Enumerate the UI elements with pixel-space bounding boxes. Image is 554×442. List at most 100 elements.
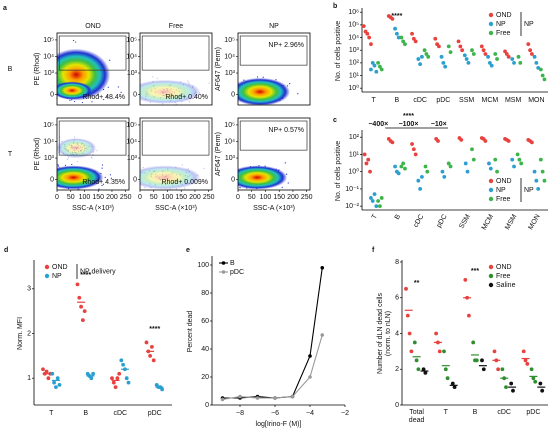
gate [239, 120, 308, 151]
panel-letter: e [186, 247, 190, 254]
legend-swatch [488, 187, 494, 193]
data-point [446, 44, 451, 49]
event-dot [64, 164, 67, 166]
event-dot [57, 165, 60, 167]
event-dot [297, 93, 299, 95]
data-point [115, 376, 120, 381]
data-point [421, 367, 426, 372]
data-point [466, 60, 471, 65]
annotation: −100× [399, 121, 419, 128]
gate-label: Rhod+ 4.35% [82, 179, 125, 186]
data-point [367, 35, 372, 40]
data-point [407, 331, 412, 336]
legend-swatch [488, 12, 494, 18]
data-point [379, 196, 384, 200]
event-dot [104, 176, 106, 178]
data-point [361, 24, 366, 29]
data-point [452, 385, 457, 390]
data-point [369, 67, 373, 72]
data-point [538, 381, 543, 386]
data-point [308, 375, 312, 379]
x-tick-label: 250 [301, 194, 313, 201]
y-tick-label: 10² [349, 60, 360, 67]
event-dot [134, 81, 135, 82]
event-dot [284, 162, 286, 164]
event-dot [71, 163, 73, 166]
event-dot [134, 100, 135, 101]
y-tick-label: 10⁵ [126, 37, 137, 44]
data-point [492, 349, 497, 354]
legend-swatch [488, 196, 494, 202]
event-dot [48, 101, 49, 102]
data-point [458, 44, 463, 49]
event-dot [106, 95, 108, 97]
data-point [399, 164, 404, 169]
y-tick-label: 10⁴ [126, 138, 137, 145]
data-point [75, 282, 80, 287]
data-point [510, 157, 515, 162]
event-dot [103, 98, 105, 101]
event-dot [136, 187, 137, 188]
gate-label: Rhod+ 0.009% [161, 179, 208, 186]
data-point [495, 169, 499, 174]
data-point [396, 35, 401, 40]
flow-plot [238, 118, 310, 190]
event-dot [188, 101, 190, 103]
event-dot [156, 77, 158, 80]
data-point [411, 147, 416, 152]
gate-label: Rhod+ 48.4% [82, 94, 125, 101]
y-tick-label: 0 [231, 91, 235, 98]
data-point [379, 67, 384, 72]
y-tick-label: 100 [197, 262, 209, 269]
data-point [529, 140, 534, 145]
density [238, 165, 288, 190]
event-dot [55, 87, 56, 88]
annotation: **** [403, 113, 414, 120]
event-dot [120, 91, 122, 93]
plot-frame [237, 32, 311, 106]
x-axis-label: log[Irino-F (M)] [256, 421, 302, 428]
density [57, 81, 93, 100]
event-dot [101, 164, 104, 166]
data-point [410, 31, 414, 36]
event-dot [74, 100, 76, 103]
data-point [401, 161, 406, 166]
event-dot [203, 167, 205, 169]
data-point [489, 63, 494, 68]
data-point [521, 349, 526, 354]
x-tick-label: cDC [497, 409, 511, 416]
data-point [44, 369, 49, 374]
data-point [160, 387, 165, 392]
y-tick-label: 10⁵ [43, 37, 54, 44]
event-dot [269, 111, 270, 112]
x-tick-label: MCM [482, 97, 499, 104]
data-point [54, 385, 58, 390]
data-point [481, 367, 486, 372]
gate [58, 120, 127, 156]
data-point [488, 166, 493, 171]
data-point [376, 60, 381, 65]
y-tick-label: 10⁴ [43, 138, 54, 145]
event-dot [109, 174, 112, 176]
data-point [531, 376, 536, 381]
data-point [401, 39, 406, 44]
data-point [151, 358, 156, 363]
data-point [368, 169, 372, 174]
y-tick-label: 2 [27, 330, 31, 337]
data-point [52, 380, 57, 385]
data-point [362, 152, 367, 157]
event-dot [61, 192, 62, 193]
legend-label: pDC [230, 269, 244, 276]
annotation: ** [414, 280, 420, 287]
data-point [470, 147, 474, 152]
data-point [220, 397, 225, 402]
event-dot [275, 107, 276, 108]
data-point [532, 54, 537, 59]
y-axis-label: AF647 (Perm) [215, 132, 222, 176]
data-point [117, 371, 122, 376]
y-tick-label: 20 [201, 374, 209, 381]
y-tick-label: 10⁰ [348, 84, 359, 92]
data-point [111, 380, 116, 385]
y-tick-label: 10³ [44, 70, 55, 77]
data-point [448, 50, 453, 55]
